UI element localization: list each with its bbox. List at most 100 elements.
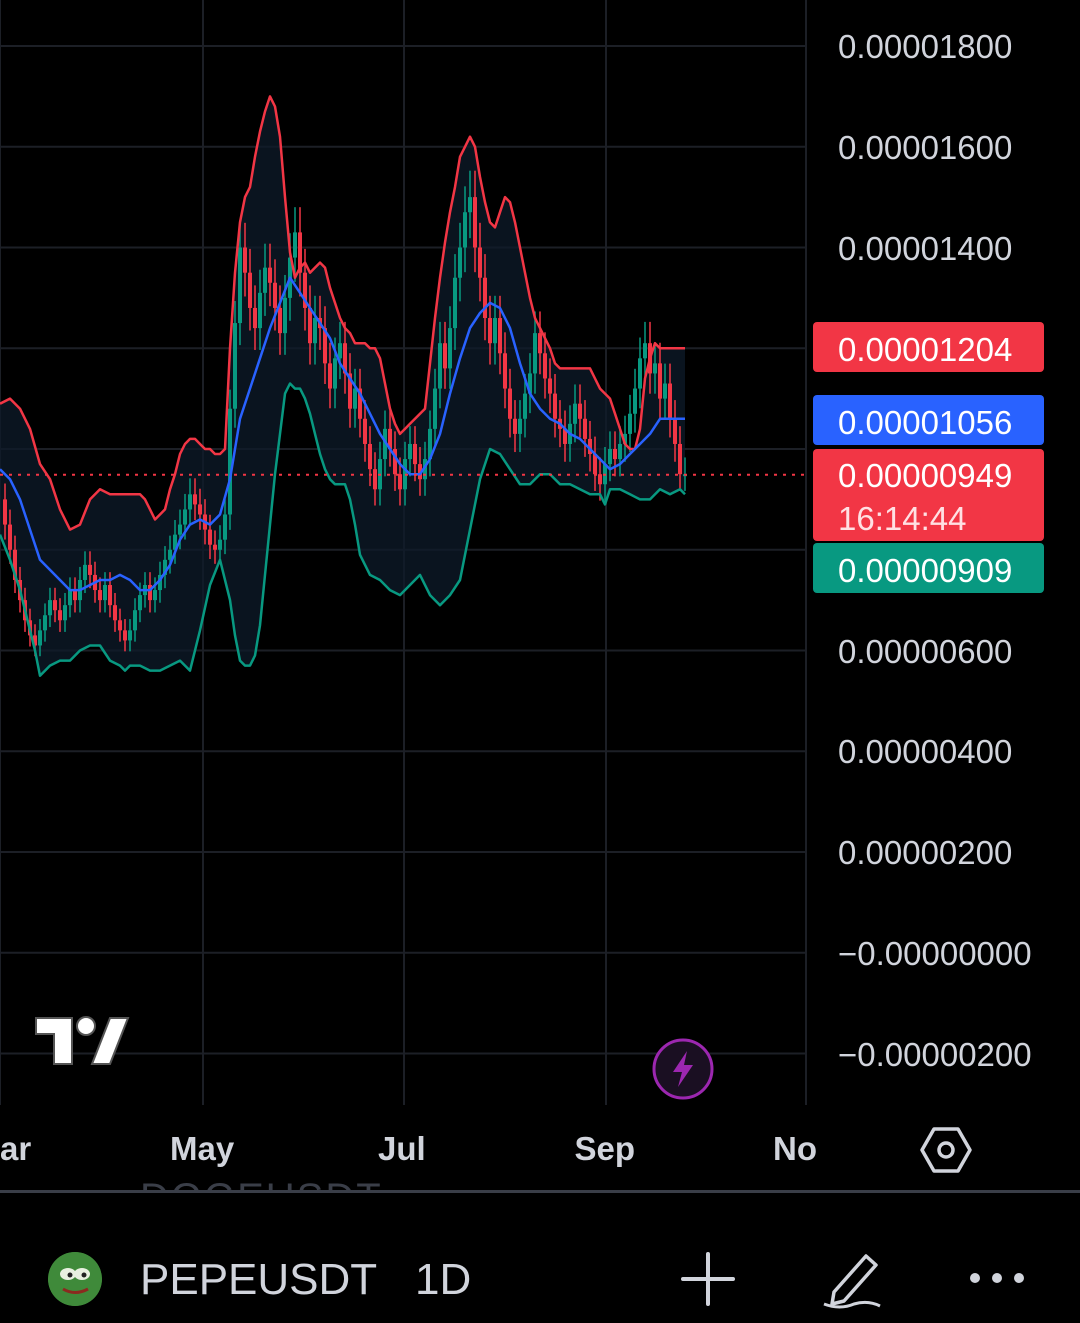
candle-body xyxy=(448,328,452,369)
candle-body xyxy=(628,413,632,434)
candle-body xyxy=(508,388,512,419)
candle-body xyxy=(348,373,352,409)
middle-band-badge: 0.00001056 xyxy=(813,395,1044,445)
candle-body xyxy=(458,247,462,278)
candle-body xyxy=(343,343,347,374)
candle-body xyxy=(368,443,372,470)
candle-body xyxy=(218,539,222,550)
candle-body xyxy=(563,428,567,444)
candle-body xyxy=(548,378,552,394)
candle-body xyxy=(513,418,517,434)
candle-body xyxy=(528,373,532,394)
lightning-icon[interactable] xyxy=(651,1037,715,1101)
candle-body xyxy=(663,383,667,399)
symbol-name[interactable]: PEPEUSDT xyxy=(140,1255,378,1304)
candle-body xyxy=(303,272,307,308)
candle-body xyxy=(523,393,527,419)
candle-body xyxy=(418,464,422,480)
candle-body xyxy=(358,388,362,419)
series-line-upper xyxy=(0,95,685,531)
interval-selector[interactable]: 1D xyxy=(415,1255,472,1304)
last-price-value: 0.00000949 xyxy=(838,457,1013,494)
candle-body xyxy=(253,307,257,329)
candle-body xyxy=(243,247,247,273)
candle-body xyxy=(158,574,162,591)
candle-body xyxy=(578,403,582,419)
y-tick-label: 0.00000400 xyxy=(838,733,1013,771)
hexagon-settings-icon[interactable] xyxy=(920,1126,972,1174)
pencil-icon[interactable] xyxy=(820,1246,884,1310)
candle-body xyxy=(103,585,107,601)
candle-body xyxy=(268,267,272,283)
bollinger-band-fill xyxy=(0,96,685,676)
candle-body xyxy=(323,328,327,364)
candle-body xyxy=(678,443,682,475)
candle-body xyxy=(498,318,502,354)
candle-body xyxy=(383,428,387,460)
candle-body xyxy=(333,358,337,389)
candle-body xyxy=(178,524,182,535)
candle-body xyxy=(533,333,537,374)
candle-body xyxy=(618,443,622,460)
candle-body xyxy=(598,474,602,485)
candle-body xyxy=(643,343,647,359)
candle-body xyxy=(283,297,287,334)
candle-body xyxy=(263,267,267,293)
candle-body xyxy=(468,197,472,213)
candle-body xyxy=(633,388,637,414)
pepe-avatar[interactable] xyxy=(48,1252,102,1306)
y-tick-label: 0.00000600 xyxy=(838,632,1013,670)
x-tick-label: Sep xyxy=(574,1130,636,1167)
last-price-badge: 0.00000949 16:14:44 xyxy=(813,449,1044,541)
candle-body xyxy=(138,595,142,611)
candle-body xyxy=(188,494,192,510)
x-tick-label: ar xyxy=(0,1130,32,1167)
candle-body xyxy=(413,443,417,465)
candle-body xyxy=(293,232,297,258)
candle-body xyxy=(48,600,52,616)
candle-body xyxy=(233,323,237,409)
candle-body xyxy=(113,605,117,621)
candle-body xyxy=(638,358,642,389)
candle-body xyxy=(308,307,312,344)
tradingview-logo xyxy=(35,1016,130,1065)
candle-body xyxy=(63,605,67,621)
candle-body xyxy=(593,454,597,475)
candle-body xyxy=(198,504,202,515)
candle-body xyxy=(393,449,397,475)
middle-band-value: 0.00001056 xyxy=(838,404,1013,441)
candle-body xyxy=(328,363,332,389)
series-line-basis xyxy=(0,276,685,592)
candle-body xyxy=(68,590,72,606)
candle-body xyxy=(428,428,432,460)
candle-body xyxy=(298,232,302,273)
lower-band-value: 0.00000909 xyxy=(838,552,1013,589)
candle-countdown: 16:14:44 xyxy=(838,500,967,537)
y-tick-label: −0.00000200 xyxy=(838,1035,1032,1073)
candle-body xyxy=(213,544,217,550)
candle-body xyxy=(98,590,102,601)
candle-body xyxy=(388,428,392,449)
candle-body xyxy=(183,509,187,525)
candle-body xyxy=(73,590,77,601)
candles xyxy=(3,170,687,657)
candle-body xyxy=(573,403,577,424)
plus-icon[interactable] xyxy=(676,1246,740,1310)
y-tick-label: 0.00000200 xyxy=(838,834,1013,871)
candle-body xyxy=(538,333,542,354)
candle-body xyxy=(153,590,157,601)
candle-body xyxy=(173,534,177,550)
candle-body xyxy=(313,318,317,344)
candle-body xyxy=(128,630,132,641)
candle-body xyxy=(123,630,127,641)
candle-body xyxy=(668,383,672,419)
candle-body xyxy=(278,307,282,334)
more-dots-icon[interactable] xyxy=(965,1246,1029,1310)
price-chart[interactable] xyxy=(0,0,1080,1110)
candle-body xyxy=(353,388,357,409)
candle-body xyxy=(453,277,457,329)
candle-body xyxy=(673,418,677,444)
candle-body xyxy=(38,630,42,646)
x-tick-label: May xyxy=(170,1130,235,1167)
candle-body xyxy=(408,443,412,460)
